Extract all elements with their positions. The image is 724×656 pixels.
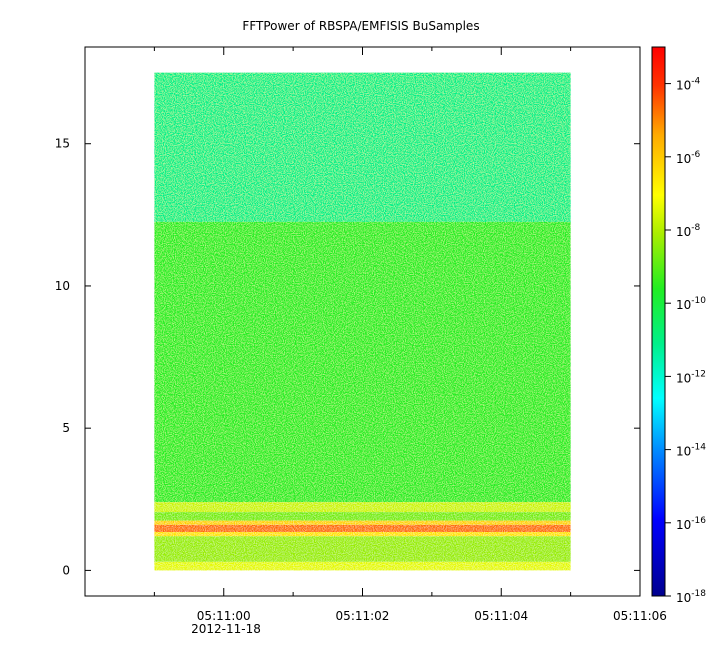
x-date-label: 2012-11-18 xyxy=(191,622,261,636)
y-tick-label: 0 xyxy=(62,563,70,577)
colorbar-tick-label: 10-16 xyxy=(676,516,706,532)
x-tick-label: 05:11:00 xyxy=(197,609,251,623)
spectrogram-band xyxy=(154,512,571,521)
x-tick-label: 05:11:06 xyxy=(613,609,667,623)
spectrogram-band xyxy=(154,561,571,571)
spectrogram-band xyxy=(154,520,571,525)
colorbar-tick-label: 10-6 xyxy=(676,150,701,166)
y-tick-label: 15 xyxy=(55,137,70,151)
spectrogram-band xyxy=(154,536,571,562)
spectrogram-band xyxy=(154,502,571,513)
x-tick-label: 05:11:02 xyxy=(336,609,390,623)
colorbar-tick-label: 10-14 xyxy=(676,443,706,459)
colorbar-tick-label: 10-12 xyxy=(676,369,706,385)
x-axis: 2012-11-18 05:11:00 05:11:02 05:11:04 05:11… xyxy=(153,47,667,636)
colorbar xyxy=(651,46,666,597)
spectrogram-image xyxy=(154,72,571,571)
y-tick-label: 5 xyxy=(62,421,70,435)
colorbar-tick-label: 10-18 xyxy=(676,589,706,605)
y-axis: 0 5 10 15 xyxy=(55,137,640,577)
x-tick-label: 05:11:04 xyxy=(474,609,528,623)
y-tick-label: 10 xyxy=(55,279,70,293)
colorbar-axis: 10-18 10-16 10-14 10-12 10-10 10-8 10-6 10-4 xyxy=(665,77,706,605)
spectrogram-band xyxy=(154,524,571,532)
chart-title: FFTPower of RBSPA/EMFISIS BuSamples xyxy=(242,19,479,33)
colorbar-tick-label: 10-8 xyxy=(676,223,701,239)
spectrogram-band xyxy=(154,221,571,503)
spectrogram-band xyxy=(154,531,571,537)
colorbar-tick-label: 10-10 xyxy=(676,296,706,312)
colorbar-tick-label: 10-4 xyxy=(676,77,701,93)
spectrogram-band xyxy=(154,72,571,222)
